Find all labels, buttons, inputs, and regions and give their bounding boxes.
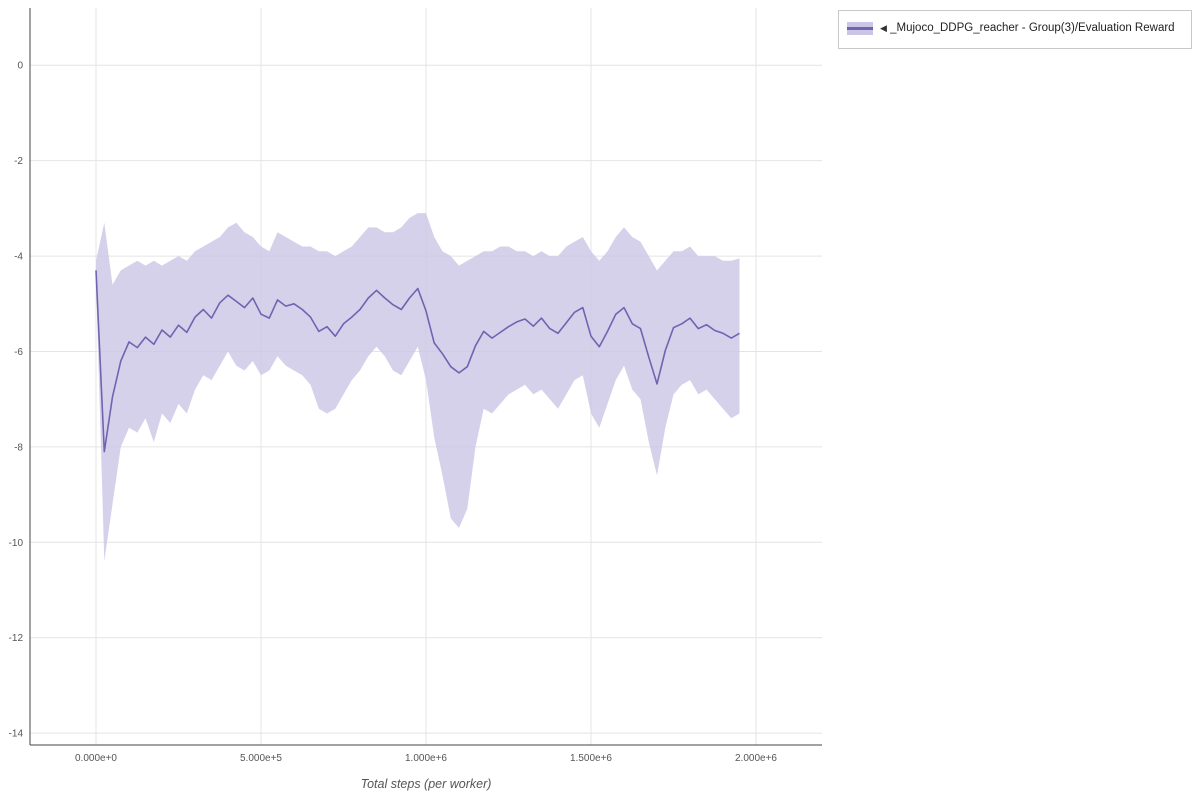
y-tick-label: -14 bbox=[9, 729, 24, 740]
x-tick-label: 1.000e+6 bbox=[405, 753, 447, 764]
confidence-band bbox=[96, 213, 740, 562]
reward-chart-plot[interactable]: 0 -2 -4 -6 -8 -10 -12 -14 0.000e+0 5.000e+5 1.000e… bbox=[0, 0, 840, 800]
legend-text: ◀ _Mujoco_DDPG_reacher - Group(3)/Evalua… bbox=[880, 18, 1181, 39]
y-tick-label: -8 bbox=[14, 442, 23, 453]
x-tick-label: 0.000e+0 bbox=[75, 753, 117, 764]
mean-line bbox=[95, 270, 740, 453]
x-axis-label: Total steps (per worker) bbox=[360, 777, 492, 791]
x-tick-label: 5.000e+5 bbox=[240, 753, 282, 764]
series-swatch-icon bbox=[847, 22, 873, 35]
legend-box: ◀ _Mujoco_DDPG_reacher - Group(3)/Evalua… bbox=[838, 10, 1192, 49]
y-tick-label: -10 bbox=[9, 538, 24, 549]
y-tick-label: -12 bbox=[9, 633, 24, 644]
legend-item-evaluation-reward[interactable]: ◀ _Mujoco_DDPG_reacher - Group(3)/Evalua… bbox=[847, 18, 1181, 39]
y-tick-label: 0 bbox=[17, 61, 23, 72]
y-tick-label: -4 bbox=[14, 252, 23, 263]
legend-collapse-icon: ◀ bbox=[880, 23, 887, 33]
x-tick-label: 1.500e+6 bbox=[570, 753, 612, 764]
y-tick-label: -6 bbox=[14, 347, 23, 358]
x-tick-label: 2.000e+6 bbox=[735, 753, 777, 764]
y-tick-label: -2 bbox=[14, 156, 23, 167]
legend-label: _Mujoco_DDPG_reacher - Group(3)/Evaluati… bbox=[890, 22, 1175, 34]
